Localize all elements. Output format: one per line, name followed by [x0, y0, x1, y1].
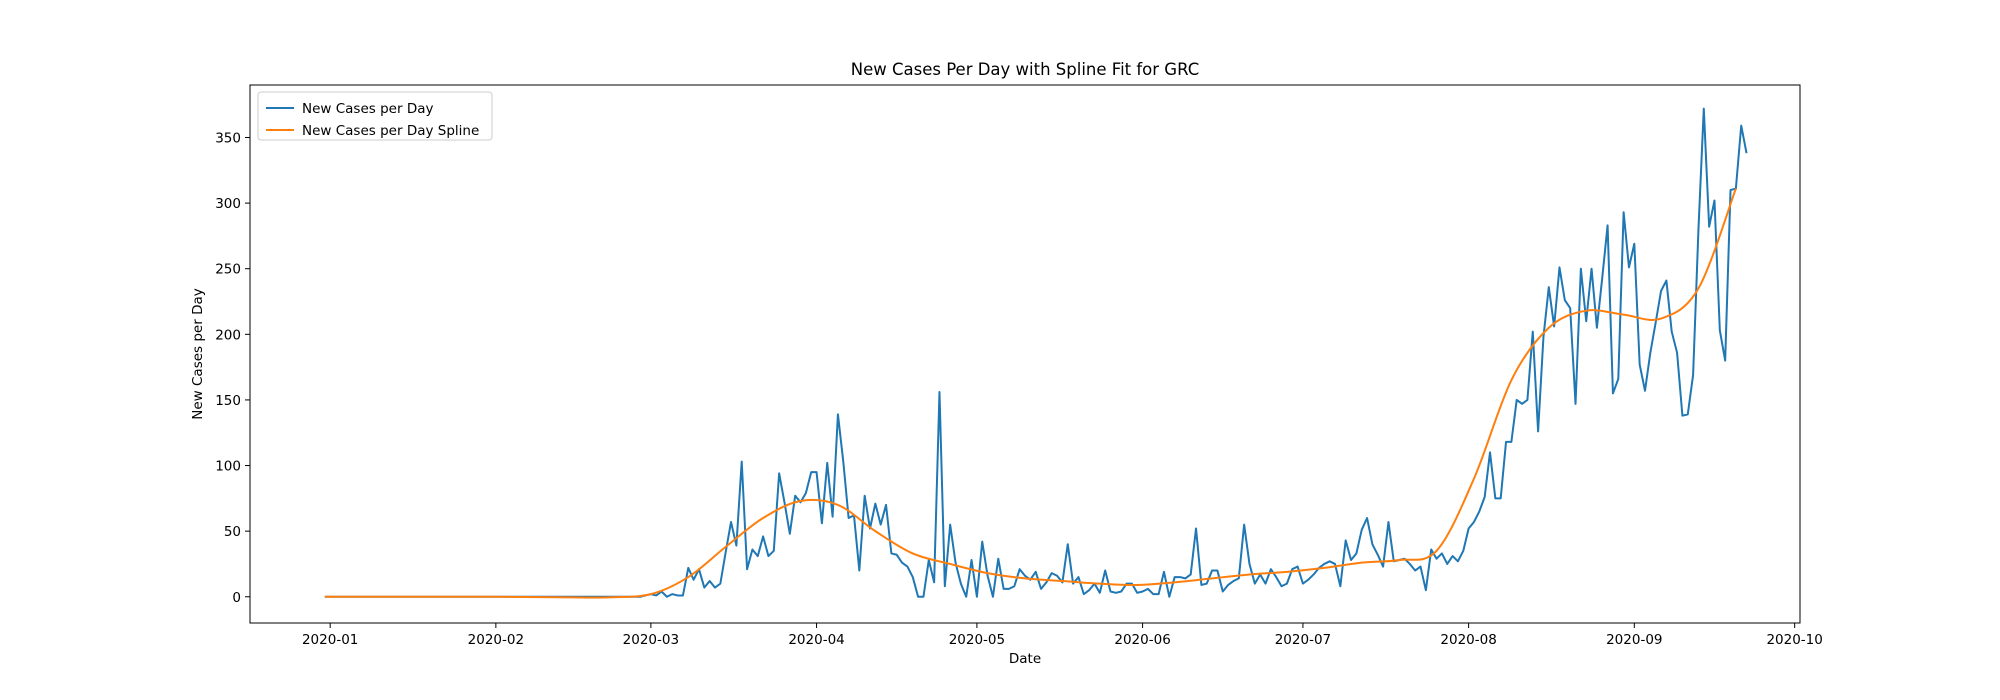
y-axis: 0 50 100 150 200 250 300 350: [215, 130, 250, 606]
x-tick-label: 2020-01: [302, 632, 358, 648]
legend-box: [257, 91, 493, 141]
series-layer: [324, 107, 1748, 599]
y-tick-label: 250: [215, 262, 241, 278]
legend-label: New Cases per Day Spline: [302, 123, 479, 139]
x-tick-label: 2020-09: [1606, 632, 1662, 648]
x-axis-label: Date: [1009, 651, 1041, 667]
x-tick-label: 2020-04: [788, 632, 844, 648]
x-tick-label: 2020-02: [468, 632, 524, 648]
x-tick-label: 2020-06: [1114, 632, 1170, 648]
y-tick-label: 200: [215, 327, 241, 343]
legend: New Cases per Day New Cases per Day Splin…: [257, 91, 493, 141]
y-tick-label: 0: [232, 590, 241, 606]
x-tick-label: 2020-03: [623, 632, 679, 648]
y-tick-label: 50: [224, 524, 241, 540]
x-tick-label: 2020-08: [1440, 632, 1496, 648]
x-axis: 2020-01 2020-02 2020-03 2020-04 2020-05 2020-…: [302, 623, 1823, 648]
x-tick-label: 2020-05: [949, 632, 1005, 648]
y-axis-label: New Cases per Day: [190, 288, 206, 419]
series-line-new-cases: [324, 107, 1748, 598]
y-tick-label: 300: [215, 196, 241, 212]
legend-label: New Cases per Day: [302, 101, 433, 117]
plot-area: [249, 84, 1801, 624]
chart-title: New Cases Per Day with Spline Fit for GR…: [851, 60, 1200, 79]
x-tick-label: 2020-07: [1275, 632, 1331, 648]
y-tick-label: 350: [215, 130, 241, 146]
series-line-spline: [324, 188, 1737, 599]
x-tick-label: 2020-10: [1766, 632, 1822, 648]
y-tick-label: 150: [215, 393, 241, 409]
y-tick-label: 100: [215, 459, 241, 475]
plot-frame: [249, 84, 1801, 624]
